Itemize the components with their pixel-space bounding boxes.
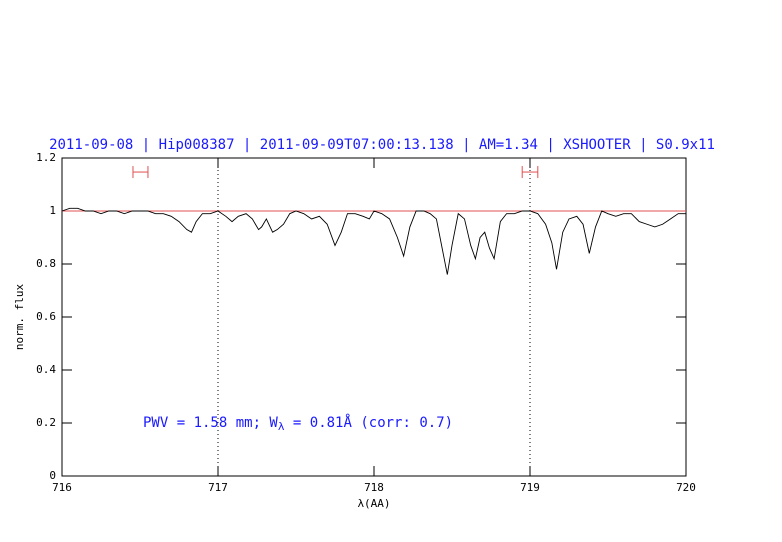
annotation-part: λ: [278, 420, 285, 433]
y-axis-label: norm. flux: [13, 284, 26, 351]
x-tick-label: 719: [520, 481, 540, 494]
y-tick-label: 1.2: [36, 151, 56, 164]
x-tick-label: 720: [676, 481, 696, 494]
y-tick-label: 1: [49, 204, 56, 217]
x-tick-label: 716: [52, 481, 72, 494]
y-tick-label: 0.2: [36, 416, 56, 429]
spectrum-line: [61, 207, 686, 275]
y-tick-label: 0.8: [36, 257, 56, 270]
y-tick-label: 0.4: [36, 363, 56, 376]
y-tick-label: 0.6: [36, 310, 56, 323]
x-tick-label: 717: [208, 481, 228, 494]
x-tick-label: 718: [364, 481, 384, 494]
annotation-part: PWV = 1.58 mm; W: [143, 415, 278, 431]
annotation: PWV = 1.58 mm; Wλ = 0.81Å (corr: 0.7): [143, 414, 453, 433]
fit-range: [521, 166, 539, 179]
chart-title: 2011-09-08 | Hip008387 | 2011-09-09T07:0…: [49, 137, 715, 153]
x-axis-label: λ(AA): [357, 497, 390, 510]
annotation-part: = 0.81Å (corr: 0.7): [284, 414, 453, 431]
y-tick-label: 0: [49, 469, 56, 482]
fit-range: [132, 166, 149, 179]
